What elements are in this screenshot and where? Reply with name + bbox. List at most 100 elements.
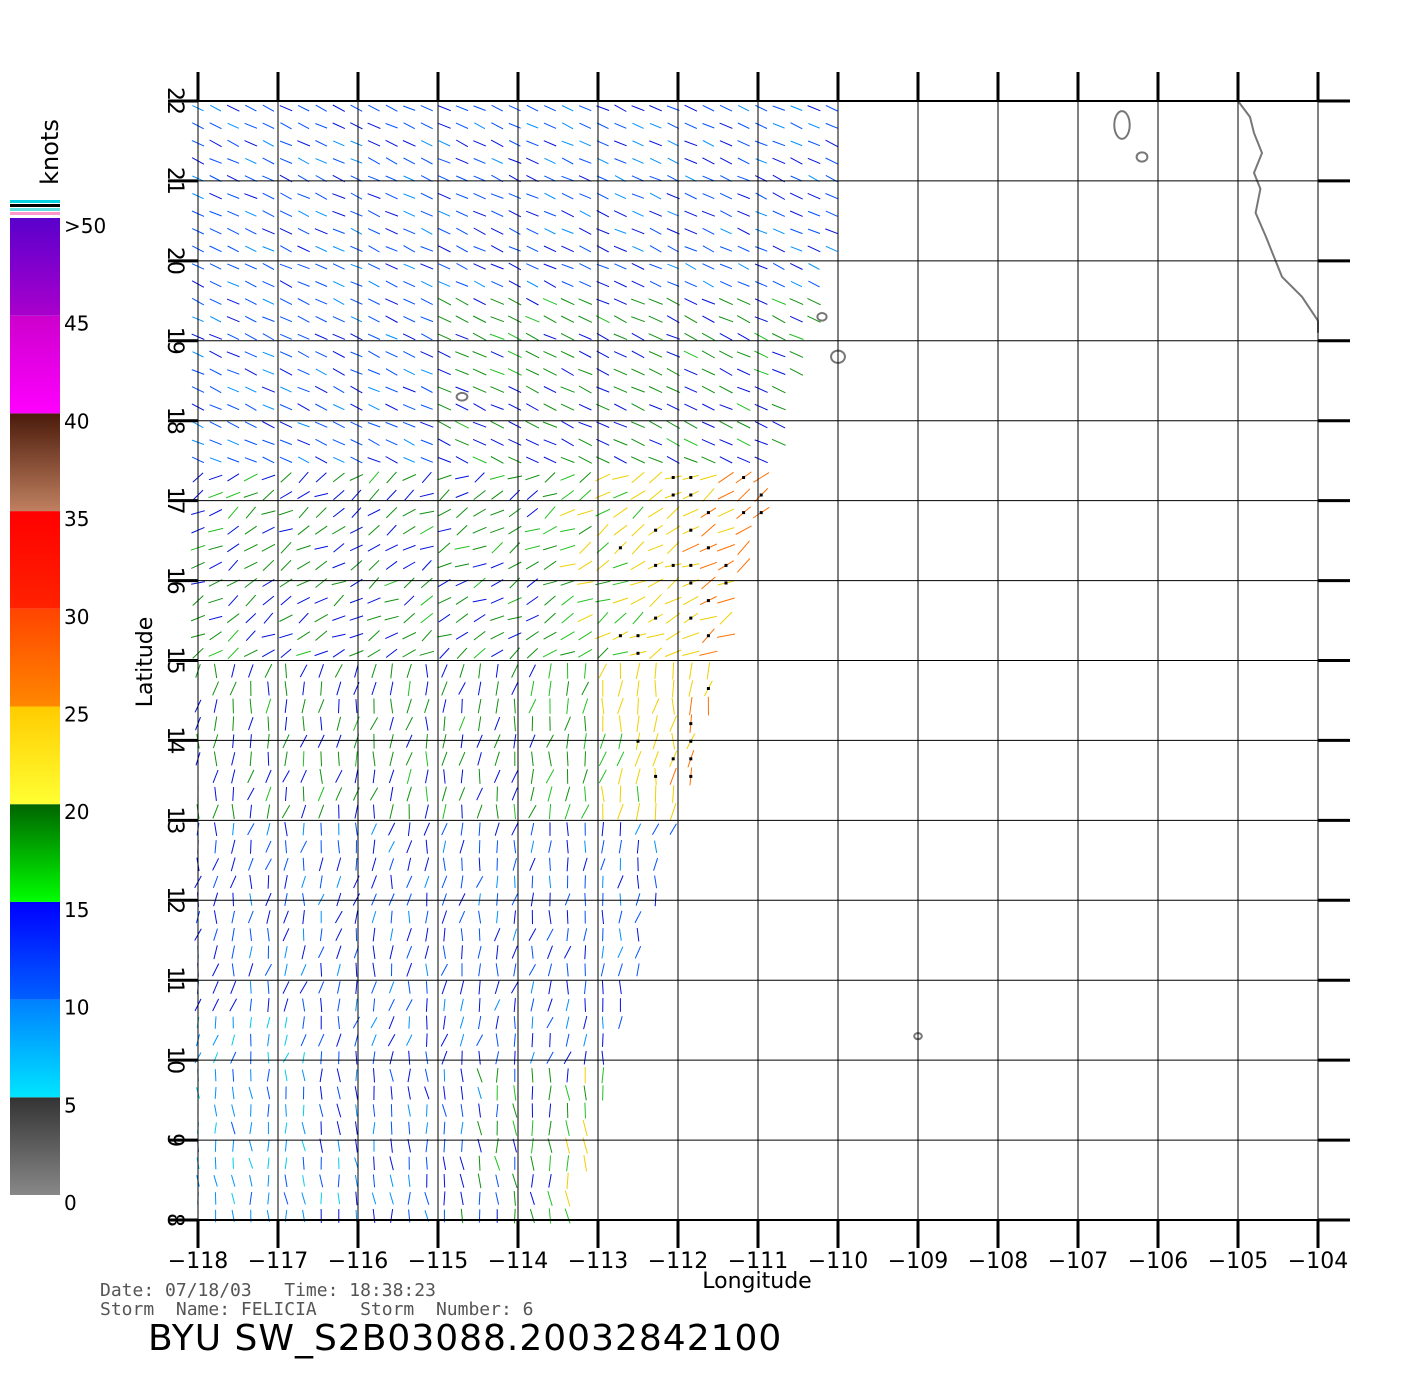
colorbar-extra-stripe [10, 200, 60, 203]
wind-vector [542, 545, 558, 551]
wind-vector [437, 596, 452, 605]
rain-flag-dot [654, 616, 658, 620]
wind-vector [789, 333, 804, 340]
wind-vector [314, 421, 328, 428]
wind-vector [284, 699, 288, 713]
wind-vector [420, 192, 433, 200]
wind-vector [406, 893, 412, 906]
wind-vector [667, 122, 680, 130]
wind-vector [612, 597, 629, 604]
colorbar-unit-label: knots [36, 119, 64, 185]
wind-vector [459, 1033, 465, 1047]
wind-vector [349, 615, 364, 621]
wind-vector [507, 597, 522, 605]
wind-vector [262, 316, 275, 322]
wind-vector [772, 315, 786, 324]
wind-vector [355, 822, 358, 836]
wind-vector [367, 193, 381, 199]
wind-vector [244, 457, 257, 463]
wind-vector [425, 751, 429, 767]
wind-vector [543, 386, 557, 394]
wind-vector [507, 332, 522, 341]
wind-vector [250, 839, 252, 854]
wind-vector [737, 540, 750, 556]
wind-vector [651, 698, 660, 714]
wind-vector [262, 369, 275, 375]
wind-vector [385, 544, 399, 552]
wind-vector [578, 631, 593, 641]
wind-vector [531, 1086, 534, 1100]
wind-vector [402, 632, 417, 640]
wind-vector [212, 1034, 219, 1046]
wind-vector [583, 1155, 587, 1172]
wind-vector [367, 543, 381, 552]
wind-vector [302, 822, 305, 836]
wind-vector [701, 210, 715, 217]
lat-tick-label: 15 [162, 647, 187, 675]
wind-vector [439, 647, 450, 659]
wind-vector [547, 998, 553, 1012]
wind-vector [526, 104, 539, 112]
wind-vector [737, 122, 750, 129]
wind-vector [490, 597, 504, 604]
wind-vector [478, 1155, 481, 1171]
wind-vector [229, 998, 238, 1012]
wind-vector [601, 1067, 605, 1084]
wind-vector [478, 1050, 481, 1065]
wind-vector [332, 472, 345, 483]
wind-vector [315, 315, 328, 323]
wind-vector [473, 175, 486, 182]
wind-vector [477, 681, 482, 696]
wind-vector [214, 663, 218, 679]
wind-vector [601, 1050, 605, 1065]
wind-vector [613, 245, 627, 252]
lat-tick-label: 14 [162, 726, 187, 754]
wind-vector [684, 420, 698, 429]
wind-vector [584, 980, 587, 995]
wind-vector [701, 456, 716, 464]
wind-vector [717, 527, 735, 534]
wind-vector [297, 298, 310, 306]
wind-vector [267, 1174, 270, 1187]
wind-vector [614, 612, 627, 624]
wind-vector [508, 280, 521, 288]
wind-vector [472, 332, 487, 341]
wind-vector [265, 698, 272, 714]
wind-vector [490, 245, 504, 253]
wind-vector [402, 386, 416, 393]
wind-vector [512, 1120, 518, 1136]
wind-vector [402, 404, 416, 411]
wind-vector [385, 334, 398, 340]
wind-vector [368, 315, 380, 323]
wind-vector [565, 786, 571, 802]
wind-vector [596, 228, 610, 235]
wind-vector [315, 298, 328, 305]
wind-vector [478, 663, 481, 679]
wind-vector [231, 804, 235, 820]
wind-vector [332, 615, 346, 621]
wind-vector [405, 734, 413, 748]
wind-vector [245, 386, 257, 393]
wind-vector [617, 946, 624, 959]
wind-vector [284, 681, 288, 696]
wind-vector [478, 768, 481, 784]
wind-vector [406, 663, 412, 678]
wind-vector [548, 1085, 552, 1101]
wind-vector [549, 1155, 551, 1172]
wind-vector [244, 561, 258, 570]
wind-vector [529, 734, 536, 748]
wind-vector [600, 858, 606, 871]
wind-vector [526, 596, 539, 606]
wind-vector [318, 857, 324, 872]
wind-vector [454, 563, 470, 568]
wind-vector [302, 751, 305, 767]
wind-vector [666, 315, 680, 324]
wind-vector [371, 823, 377, 835]
wind-vector [249, 1122, 253, 1135]
rain-flag-dot [759, 493, 763, 497]
wind-vector [597, 523, 609, 537]
wind-vector [402, 140, 416, 147]
wind-vector [508, 227, 521, 235]
wind-vector [320, 962, 323, 977]
wind-vector [262, 333, 275, 341]
